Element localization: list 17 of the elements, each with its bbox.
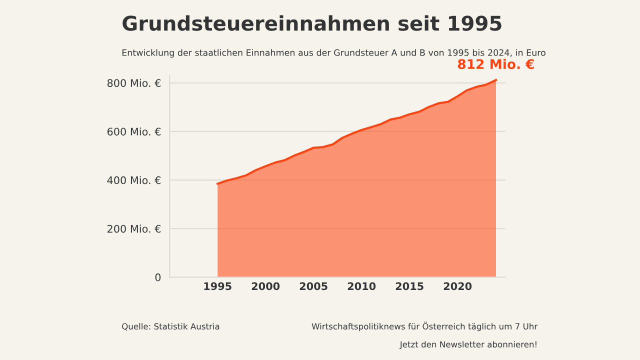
x-tick-label: 2005 [300, 282, 328, 290]
y-tick-label: 800 Mio. € [107, 78, 161, 87]
chart-title: Grundsteuereinnahmen seit 1995 [122, 15, 502, 31]
x-tick-label: 2010 [348, 282, 376, 290]
y-tick-label: 0 [155, 273, 161, 282]
y-tick-label: 400 Mio. € [107, 176, 161, 184]
x-tick-label: 2000 [252, 282, 280, 290]
chart-subtitle: Entwicklung der staatlichen Einnahmen aus der Grundsteuer A und B von 1995 bis 2024, in Euro [122, 49, 546, 58]
x-tick-label: 2015 [396, 282, 424, 290]
y-tick-label: 600 Mio. € [107, 128, 161, 136]
source-note: Quelle: Statistik Austria [122, 323, 220, 330]
y-tick-label: 200 Mio. € [108, 224, 161, 233]
annotation: 812 Mio. € [458, 58, 534, 70]
x-tick-label: 2020 [444, 282, 472, 290]
x-tick-label: 1995 [204, 282, 232, 290]
text: Wirtschaftspolitiknews für Österreich täglich um 7 Uhr [312, 322, 538, 332]
text: Jetzt den Newsletter abonnieren! [399, 341, 536, 350]
